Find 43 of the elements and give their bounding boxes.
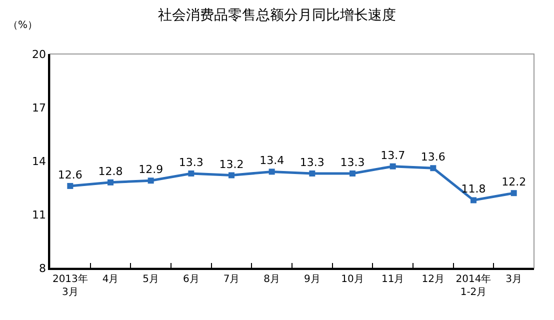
point [350,170,356,176]
data-label: 13.3 [300,156,324,169]
data-label: 12.6 [58,168,82,182]
x-tick-label: 2013年 3月 [52,272,88,298]
x-tick-label: 3月 [506,274,522,285]
point [430,165,436,172]
x-tick-label: 2014年 1-2月 [456,272,492,298]
point [67,182,74,189]
chart-title: 社会消费品零售总额分月同比增长速度 [158,7,396,24]
y-tick-label: 14 [32,154,46,168]
x-tick-label: 9月 [304,274,320,285]
data-label: 13.3 [340,156,365,169]
data-label: 13.4 [260,154,284,168]
point [510,190,517,196]
data-label: 12.2 [502,176,526,189]
y-tick-label: 20 [32,48,46,61]
x-tick-label: 5月 [142,274,160,285]
point [268,168,275,175]
point [390,163,396,170]
y-tick-label: 8 [39,262,46,275]
y-tick-label: 11 [32,208,46,222]
x-tick-label: 8月 [264,274,280,285]
data-label: 12.9 [138,163,164,176]
x-tick-label: 7月 [223,274,240,285]
point [309,170,316,176]
data-label: 13.6 [420,150,446,164]
y-tick-label: 17 [32,101,46,114]
data-label: 11.8 [461,182,486,196]
x-tick-label: 4月 [102,274,119,285]
data-label: 13.3 [178,156,204,169]
point [188,170,194,176]
point [108,179,114,186]
x-tick-label: 6月 [182,274,200,285]
x-tick-label: 10月 [341,274,364,285]
data-label: 12.8 [98,164,123,178]
x-tick-label: 12月 [422,274,445,285]
point [470,197,476,204]
x-tick-label: 11月 [381,274,404,285]
data-label: 13.2 [219,158,244,171]
point [148,178,154,184]
y-axis-title: （%） [8,20,38,31]
data-label: 13.7 [380,148,406,162]
point [228,172,234,178]
